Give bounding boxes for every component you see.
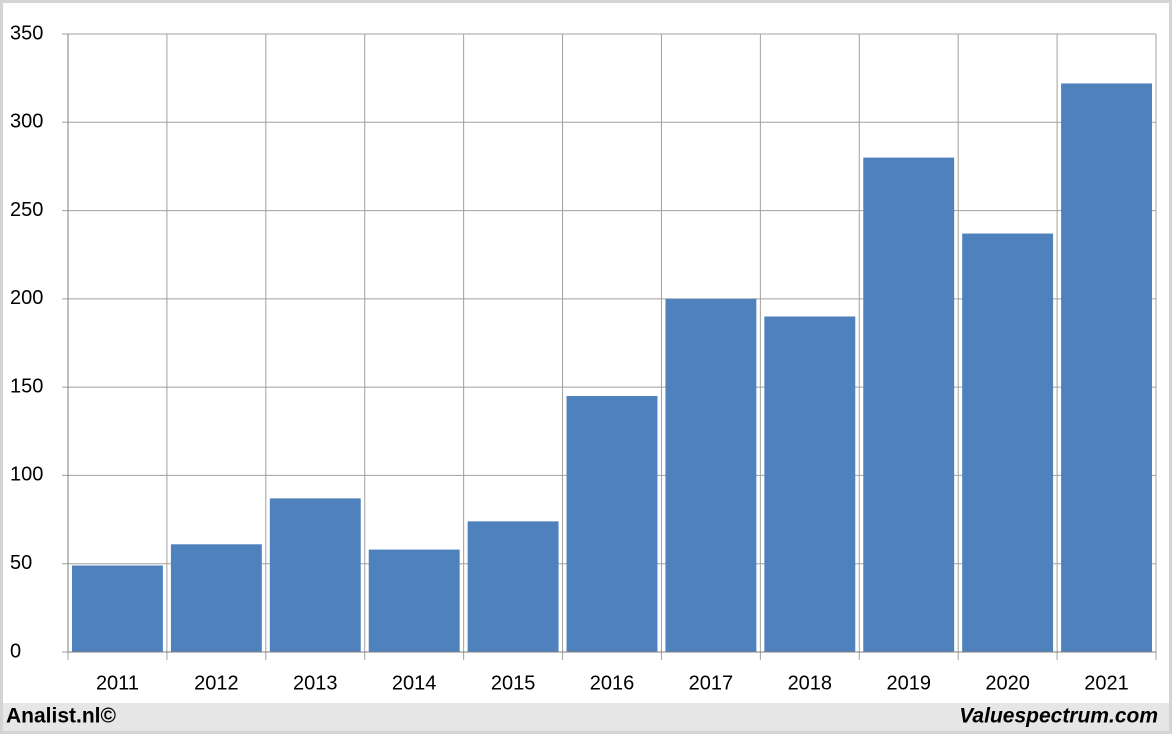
x-tick-label: 2017 (689, 672, 734, 694)
bar (1061, 83, 1152, 652)
x-tick-label: 2020 (985, 672, 1030, 694)
y-tick-label: 250 (10, 199, 43, 221)
y-tick-label: 300 (10, 111, 43, 133)
x-tick-label: 2015 (491, 672, 536, 694)
bar (467, 521, 559, 652)
y-tick-label: 200 (10, 287, 43, 309)
bar (566, 395, 658, 652)
x-tick-label: 2016 (590, 672, 635, 694)
y-tick-label: 100 (10, 464, 43, 486)
y-tick-label: 0 (10, 640, 21, 662)
x-tick-label: 2019 (886, 672, 931, 694)
x-tick-label: 2012 (194, 672, 239, 694)
x-tick-label: 2011 (96, 672, 139, 694)
y-tick-label: 150 (10, 375, 43, 397)
bar (269, 498, 361, 652)
bar (170, 544, 262, 652)
x-tick-label: 2013 (293, 672, 338, 694)
bar (72, 565, 163, 652)
x-tick-label: 2018 (788, 672, 833, 694)
bar (863, 157, 955, 652)
y-tick-label: 350 (10, 22, 43, 44)
x-tick-label: 2014 (392, 672, 437, 694)
x-tick-label: 2021 (1084, 672, 1129, 694)
bar (368, 549, 460, 652)
footer-right: Valuespectrum.com (959, 705, 1158, 728)
bar (962, 233, 1054, 653)
y-tick-label: 50 (10, 552, 32, 574)
footer-band (3, 703, 1169, 731)
footer-left: Analist.nl© (6, 705, 117, 728)
bar (764, 316, 856, 652)
bar (665, 298, 757, 652)
